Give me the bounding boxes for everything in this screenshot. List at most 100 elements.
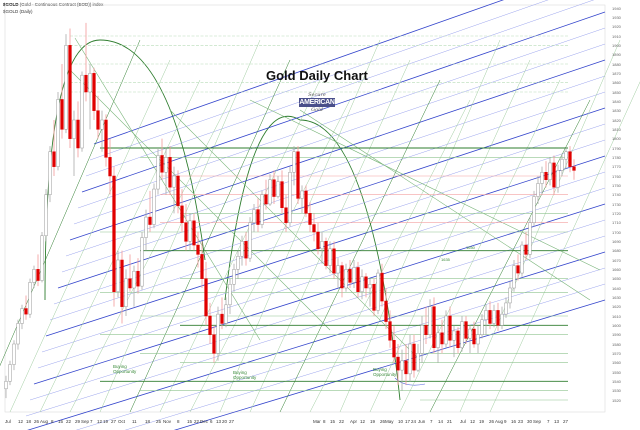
x-tick-label: 25 [156, 419, 162, 424]
x-tick-label: 13 [554, 419, 560, 424]
y-tick-label: 1920 [612, 24, 621, 30]
y-tick-label: 1860 [612, 80, 621, 86]
logo: Secure AMERICAN Gold [299, 92, 335, 122]
y-tick-label: 1520 [612, 397, 621, 403]
logo-line2: AMERICAN [299, 98, 335, 107]
y-tick-label: 1580 [612, 341, 621, 347]
y-tick-label: 1900 [612, 42, 621, 48]
x-tick-label: 18 [145, 419, 151, 424]
y-tick-label: 1790 [612, 145, 621, 151]
logo-line3: Gold [311, 107, 323, 113]
y-tick-label: 1880 [612, 61, 621, 67]
x-tick-label: Sep [533, 419, 542, 424]
x-tick-label: 18 [26, 419, 32, 424]
x-tick-label: Jun [418, 419, 426, 424]
y-tick-label: 1720 [612, 210, 621, 216]
y-tick-label: 1610 [612, 313, 621, 319]
x-tick-label: 19 [479, 419, 485, 424]
x-tick-label: 22 [339, 419, 345, 424]
y-tick-label: 1670 [612, 257, 621, 263]
y-tick-label: 1620 [612, 304, 621, 310]
y-tick-label: 1680 [612, 248, 621, 254]
x-tick-label: 14 [438, 419, 444, 424]
x-tick-label: Aug [40, 419, 49, 424]
y-tick-label: 1760 [612, 173, 621, 179]
x-tick-label: 11 [132, 419, 137, 424]
candlestick-series [4, 22, 576, 399]
x-tick-label: 30 [527, 419, 533, 424]
x-tick-label: 12 [470, 419, 476, 424]
x-tick-label: 15 [58, 419, 64, 424]
y-tick-label: 1810 [612, 126, 621, 132]
y-tick-label: 1940 [612, 5, 621, 11]
logo-line1: Secure [308, 92, 326, 98]
y-tick-label: 1870 [612, 70, 621, 76]
x-tick-label: 21 [447, 419, 453, 424]
x-tick-label: Sep [81, 419, 90, 424]
x-tick-label: 12 [97, 419, 103, 424]
buying-opportunity-label: Buying Opportunity [233, 370, 257, 380]
x-tick-label: Aug [495, 419, 504, 424]
x-tick-label: Oct [118, 419, 126, 424]
series-label: $GOLD (Daily) [3, 9, 33, 14]
symbol-label: $GOLD [3, 2, 19, 7]
x-tick-label: May [385, 419, 394, 424]
y-tick-label: 1890 [612, 52, 621, 58]
x-tick-label: 8 [51, 419, 54, 424]
y-tick-label: 1730 [612, 201, 621, 207]
x-tick-label: 26 [489, 419, 495, 424]
y-tick-label: 1750 [612, 182, 621, 188]
y-tick-label: 1840 [612, 98, 621, 104]
x-tick-label: Mar [313, 419, 321, 424]
y-tick-label: 1570 [612, 350, 621, 356]
x-tick-label: 10 [398, 419, 404, 424]
level-label: 1650 [466, 245, 475, 250]
y-tick-label: 1910 [612, 33, 621, 39]
x-tick-label: 17 [405, 419, 411, 424]
x-tick-label: 19 [370, 419, 376, 424]
y-tick-label: 1820 [612, 117, 621, 123]
y-tick-label: 1600 [612, 322, 621, 328]
y-tick-label: 1850 [612, 89, 621, 95]
y-tick-label: 1660 [612, 266, 621, 272]
x-tick-label: 20 [222, 419, 228, 424]
x-tick-label: 26 [34, 419, 40, 424]
y-tick-label: 1560 [612, 360, 621, 366]
y-tick-label: 1540 [612, 378, 621, 384]
x-tick-label: 22 [66, 419, 72, 424]
x-tick-label: Jul [460, 419, 466, 424]
x-tick-label: Nov [163, 419, 172, 424]
x-tick-label: 7 [547, 419, 550, 424]
x-tick-label: 15 [330, 419, 336, 424]
x-tick-label: 22 [194, 419, 200, 424]
x-tick-label: 19 [103, 419, 109, 424]
chart-title: Gold Daily Chart [266, 68, 368, 83]
y-tick-label: 1930 [612, 14, 621, 20]
x-tick-label: Apr [350, 419, 358, 424]
x-tick-label: 8 [323, 419, 326, 424]
y-tick-label: 1650 [612, 276, 621, 282]
x-tick-label: 9 [504, 419, 507, 424]
y-tick-label: 1640 [612, 285, 621, 291]
symbol-description: (Gold - Continuous Contract (EOD)) index [19, 2, 104, 7]
x-tick-label: 6 [210, 419, 213, 424]
x-tick-label: 27 [563, 419, 569, 424]
x-tick-label: 12 [18, 419, 24, 424]
x-tick-label: 7 [90, 419, 93, 424]
y-tick-label: 1700 [612, 229, 621, 235]
x-tick-label: 15 [187, 419, 193, 424]
y-tick-label: 1690 [612, 238, 621, 244]
x-tick-label: 23 [518, 419, 524, 424]
x-tick-label: Dec [200, 419, 209, 424]
x-tick-label: 24 [411, 419, 417, 424]
y-tick-label: 1590 [612, 332, 621, 338]
x-tick-label: 27 [111, 419, 117, 424]
y-tick-label: 1830 [612, 108, 621, 114]
y-tick-label: 1800 [612, 136, 621, 142]
x-tick-label: 27 [229, 419, 235, 424]
x-tick-label: 16 [511, 419, 517, 424]
chart-header: $GOLD (Gold - Continuous Contract (EOD))… [3, 2, 103, 7]
